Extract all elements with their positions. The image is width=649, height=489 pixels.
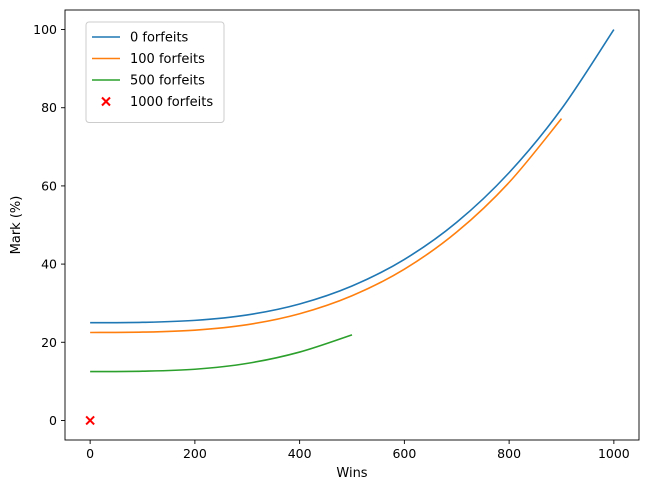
series-marker-1000-forfeits [85, 415, 95, 426]
legend-item-100-forfeits: 100 forfeits [92, 52, 205, 67]
series-layer [85, 29, 615, 426]
x-tick-label: 400 [288, 446, 312, 461]
legend-item-0-forfeits: 0 forfeits [92, 31, 189, 46]
series-line-100-forfeits [90, 118, 563, 334]
x-tick-label: 600 [392, 446, 416, 461]
legend: 0 forfeits 100 forfeits 500 forfeits 1000 f… [85, 21, 225, 123]
legend-label: 0 forfeits [130, 31, 189, 46]
y-tick-label: 100 [33, 22, 57, 37]
series-line-0-forfeits [90, 29, 615, 324]
y-tick-label: 0 [49, 413, 57, 428]
legend-label: 500 forfeits [130, 74, 205, 89]
y-tick-label: 40 [41, 257, 57, 272]
x-tick-label: 200 [183, 446, 207, 461]
y-axis-label: Mark (%) [9, 196, 24, 255]
y-tick-label: 80 [41, 100, 57, 115]
x-tick-label: 1000 [598, 446, 630, 461]
series-line-500-forfeits [90, 334, 353, 373]
x-axis-label: Wins [336, 466, 367, 481]
legend-item-1000-forfeits: 1000 forfeits [101, 95, 213, 110]
legend-label: 1000 forfeits [130, 95, 213, 110]
ticks-layer: 0 200 400 600 800 1000 0 20 40 60 80 100 [33, 22, 630, 461]
y-tick-label: 60 [41, 178, 57, 193]
x-tick-label: 0 [86, 446, 94, 461]
legend-marker-swatch [101, 96, 111, 107]
x-tick-label: 800 [497, 446, 521, 461]
y-tick-label: 20 [41, 335, 57, 350]
legend-label: 100 forfeits [130, 52, 205, 67]
plot-frame [64, 9, 640, 441]
legend-box [85, 21, 225, 123]
legend-item-500-forfeits: 500 forfeits [92, 74, 205, 89]
marker-stroke [85, 415, 95, 426]
